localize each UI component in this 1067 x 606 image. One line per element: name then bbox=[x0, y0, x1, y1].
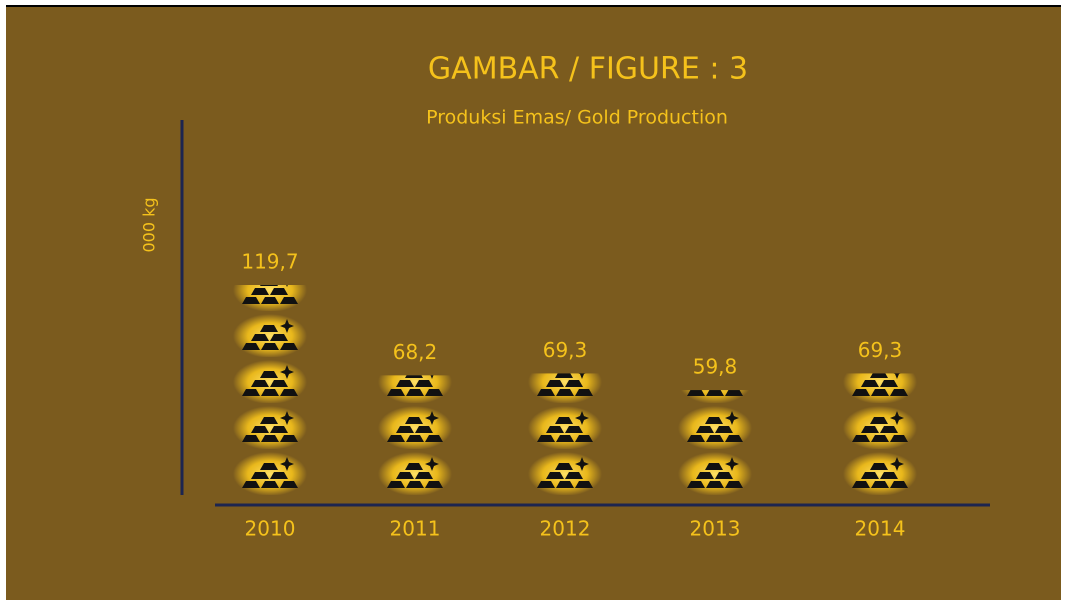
bar bbox=[677, 390, 753, 495]
chart-subtitle: Produksi Emas/ Gold Production bbox=[426, 107, 728, 129]
bar bbox=[377, 375, 453, 495]
value-label: 59,8 bbox=[693, 355, 738, 379]
chart-title: GAMBAR / FIGURE : 3 bbox=[428, 52, 748, 87]
x-tick-label: 2010 bbox=[245, 517, 296, 541]
bar bbox=[527, 373, 603, 495]
value-label: 68,2 bbox=[393, 340, 438, 364]
y-axis-label: 000 kg bbox=[140, 197, 159, 252]
panel bbox=[6, 6, 1061, 600]
bar bbox=[232, 285, 308, 495]
x-tick-label: 2014 bbox=[855, 517, 906, 541]
value-label: 69,3 bbox=[858, 338, 903, 362]
x-tick-label: 2011 bbox=[390, 517, 441, 541]
value-label: 119,7 bbox=[241, 250, 298, 274]
value-label: 69,3 bbox=[543, 338, 588, 362]
x-tick-label: 2013 bbox=[690, 517, 741, 541]
bar bbox=[842, 373, 918, 495]
x-tick-label: 2012 bbox=[540, 517, 591, 541]
